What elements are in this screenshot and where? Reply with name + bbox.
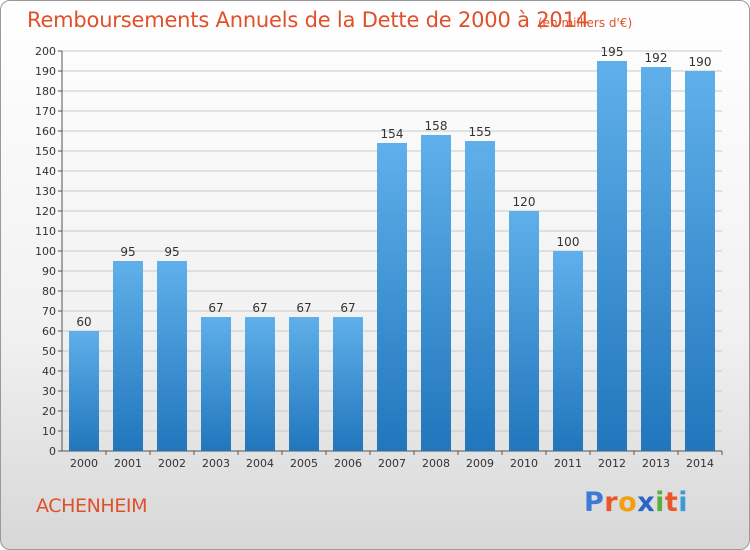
- x-tick-label-2001: 2001: [114, 457, 142, 470]
- bar-2000: [69, 331, 99, 451]
- logo-letter: t: [664, 487, 679, 518]
- y-tick-label: 40: [42, 365, 56, 378]
- y-tick-label: 20: [42, 405, 56, 418]
- x-tick-label-2006: 2006: [334, 457, 362, 470]
- y-tick-label: 110: [35, 225, 56, 238]
- y-tick-label: 80: [42, 285, 56, 298]
- y-tick-label: 190: [35, 65, 56, 78]
- logo-letter: o: [618, 487, 638, 518]
- data-label-2001: 95: [120, 245, 135, 259]
- data-label-2009: 155: [469, 125, 492, 139]
- y-tick-label: 90: [42, 265, 56, 278]
- y-tick-label: 140: [35, 165, 56, 178]
- y-tick-label: 50: [42, 345, 56, 358]
- proxiti-logo[interactable]: Proxiti: [584, 487, 688, 518]
- chart-unit-note: (en milliers d'€): [538, 16, 633, 30]
- bar-2009: [465, 141, 495, 451]
- data-label-2002: 95: [164, 245, 179, 259]
- bar-2013: [641, 67, 671, 451]
- data-label-2010: 120: [513, 195, 536, 209]
- data-labels: 60 95 95 67 67 67 67 154 158 155 120 100 195 192 190: [76, 45, 711, 329]
- data-label-2008: 158: [425, 119, 448, 133]
- logo-letter: i: [678, 487, 689, 518]
- y-tick-label: 130: [35, 185, 56, 198]
- bar-2012: [597, 61, 627, 451]
- bar-2014: [685, 71, 715, 451]
- data-label-2004: 67: [252, 301, 267, 315]
- y-tick-label: 160: [35, 125, 56, 138]
- data-label-2006: 67: [340, 301, 355, 315]
- y-tick-label: 10: [42, 425, 56, 438]
- data-label-2013: 192: [645, 51, 668, 65]
- y-tick-label: 150: [35, 145, 56, 158]
- x-tick-label-2004: 2004: [246, 457, 274, 470]
- x-tick-label-2014: 2014: [686, 457, 714, 470]
- y-tick-label: 60: [42, 325, 56, 338]
- x-tick-label-2000: 2000: [70, 457, 98, 470]
- bar-2008: [421, 135, 451, 451]
- data-label-2003: 67: [208, 301, 223, 315]
- y-tick-label: 180: [35, 85, 56, 98]
- x-tick-label-2010: 2010: [510, 457, 538, 470]
- y-tick-label: 30: [42, 385, 56, 398]
- bar-2001: [113, 261, 143, 451]
- bar-2006: [333, 317, 363, 451]
- bar-2011: [553, 251, 583, 451]
- x-tick-label-2007: 2007: [378, 457, 406, 470]
- logo-letter: P: [584, 487, 605, 518]
- bar-2010: [509, 211, 539, 451]
- bar-2005: [289, 317, 319, 451]
- town-name: ACHENHEIM: [36, 495, 148, 517]
- data-label-2014: 190: [689, 55, 712, 69]
- x-tick-label-2013: 2013: [642, 457, 670, 470]
- bar-2002: [157, 261, 187, 451]
- y-tick-label: 0: [49, 445, 56, 458]
- bars: [69, 61, 715, 451]
- y-tick-label: 170: [35, 105, 56, 118]
- bar-2004: [245, 317, 275, 451]
- chart-title: Remboursements Annuels de la Dette de 20…: [27, 8, 589, 32]
- x-tick-label-2005: 2005: [290, 457, 318, 470]
- data-label-2000: 60: [76, 315, 91, 329]
- bar-2007: [377, 143, 407, 451]
- x-tick-label-2002: 2002: [158, 457, 186, 470]
- x-tick-label-2008: 2008: [422, 457, 450, 470]
- x-tick-label-2011: 2011: [554, 457, 582, 470]
- y-tick-label: 70: [42, 305, 56, 318]
- logo-letter: r: [604, 487, 619, 518]
- x-tick-label-2003: 2003: [202, 457, 230, 470]
- y-tick-label: 100: [35, 245, 56, 258]
- bar-2003: [201, 317, 231, 451]
- logo-letter: i: [655, 487, 665, 518]
- logo-letter: x: [637, 487, 656, 518]
- x-tick-label-2012: 2012: [598, 457, 626, 470]
- x-tick-label-2009: 2009: [466, 457, 494, 470]
- data-label-2012: 195: [601, 45, 624, 59]
- y-tick-label: 120: [35, 205, 56, 218]
- data-label-2005: 67: [296, 301, 311, 315]
- data-label-2011: 100: [557, 235, 580, 249]
- axes: 0 10 20 30 40 50 60 70 80 90 100 110 120 130 140 150 160…: [35, 45, 723, 470]
- data-label-2007: 154: [381, 127, 404, 141]
- y-tick-label: 200: [35, 45, 56, 58]
